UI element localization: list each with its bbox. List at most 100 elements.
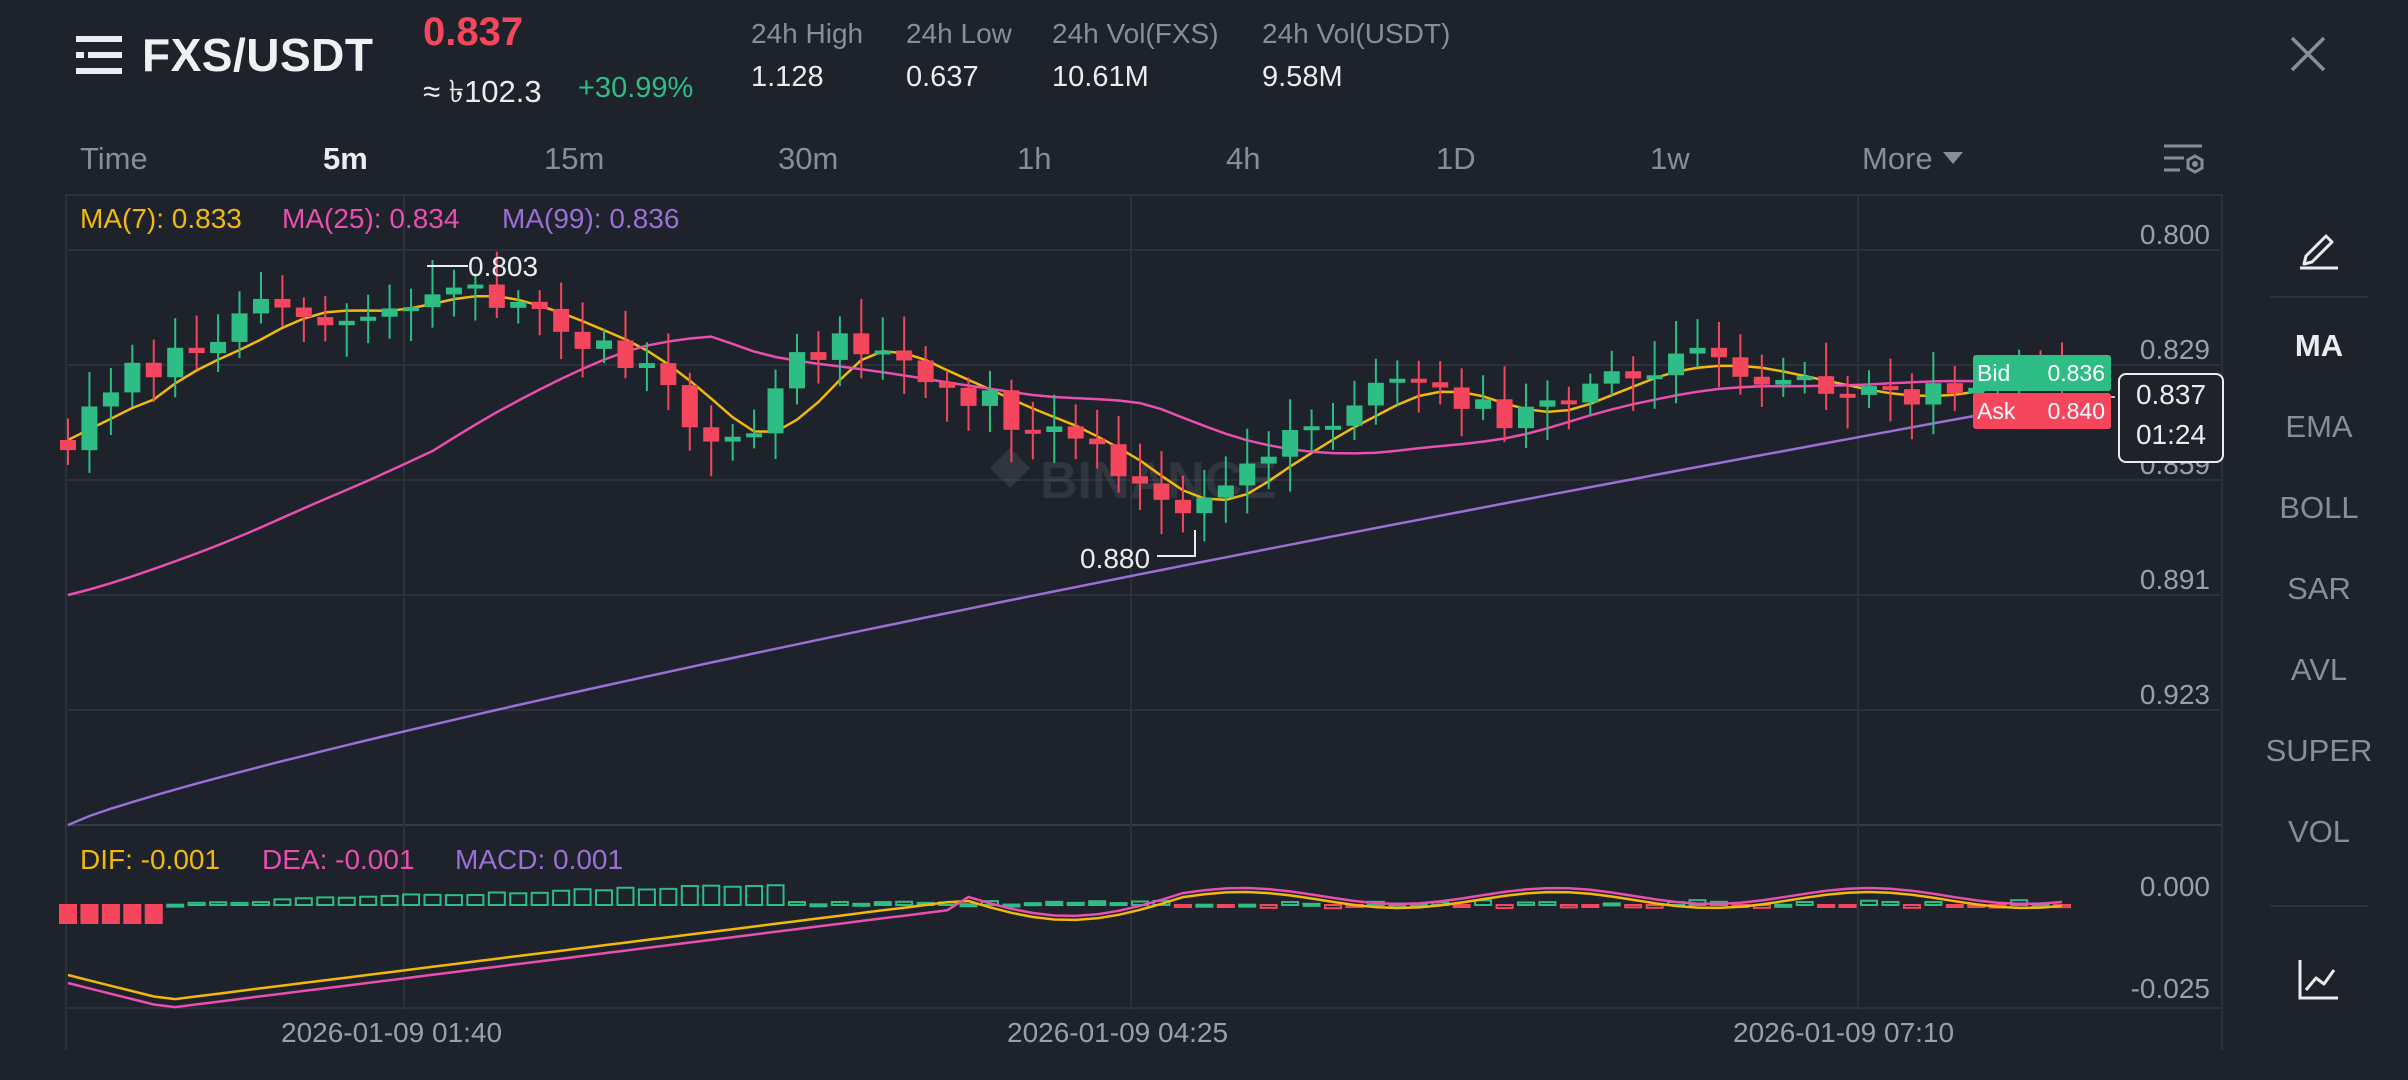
stat-24h-low-label: 24h Low bbox=[906, 18, 1012, 49]
candle-body bbox=[167, 347, 184, 378]
line-chart-icon[interactable] bbox=[2296, 958, 2340, 1002]
candle-body bbox=[981, 390, 998, 406]
candle-body bbox=[1132, 476, 1149, 484]
tab-5m[interactable]: 5m bbox=[323, 141, 368, 176]
price-change-percent: +30.99% bbox=[578, 72, 694, 104]
tab-1w[interactable]: 1w bbox=[1650, 141, 1690, 176]
candle-body bbox=[1946, 383, 1963, 394]
candle-body bbox=[1453, 387, 1470, 409]
macd-bar bbox=[444, 894, 463, 907]
candle-body bbox=[295, 307, 312, 318]
bid-price-tag: Bid 0.836 bbox=[1973, 355, 2111, 391]
macd-bar bbox=[595, 889, 614, 906]
candle-body bbox=[1818, 376, 1835, 394]
candle-body bbox=[1839, 393, 1856, 398]
high-marker-line bbox=[427, 265, 468, 267]
macd-bar bbox=[1066, 901, 1085, 906]
candle-body bbox=[1753, 376, 1770, 385]
candle-body bbox=[1346, 405, 1363, 426]
candle-body bbox=[424, 294, 441, 308]
candle-countdown: 01:24 bbox=[2135, 419, 2207, 450]
indicator-boll[interactable]: BOLL bbox=[2279, 490, 2359, 525]
indicator-avl[interactable]: AVL bbox=[2290, 652, 2348, 687]
time-tick: 2026-01-09 01:40 bbox=[281, 1017, 503, 1048]
macd-bar bbox=[1216, 904, 1235, 908]
watermark-text: BINANCE bbox=[1040, 452, 1277, 510]
macd-bar bbox=[1238, 903, 1257, 908]
candle-body bbox=[445, 287, 462, 295]
tab-15m[interactable]: 15m bbox=[544, 141, 605, 176]
indicator-super[interactable]: SUPER bbox=[2265, 733, 2373, 768]
candle-body bbox=[1110, 444, 1127, 477]
indicator-sar[interactable]: SAR bbox=[2287, 571, 2351, 606]
approx-fiat-value: ≈ ৳102.3 bbox=[423, 74, 542, 109]
macd-bar bbox=[895, 900, 914, 907]
candle-body bbox=[788, 352, 805, 389]
dif-line bbox=[67, 890, 2063, 1001]
candle-body bbox=[960, 387, 977, 406]
more-intervals-dropdown[interactable]: More bbox=[1862, 141, 1963, 177]
macd-bar bbox=[1860, 899, 1879, 906]
candle-body bbox=[1432, 382, 1449, 388]
time-tick: 2026-01-09 04:25 bbox=[1007, 1017, 1229, 1048]
candle-body bbox=[188, 347, 205, 354]
candle-body bbox=[596, 340, 613, 349]
ask-label: Ask bbox=[1977, 398, 2016, 424]
macd-bar bbox=[830, 900, 849, 906]
panel-divider bbox=[2270, 905, 2368, 907]
indicator-ema[interactable]: EMA bbox=[2285, 409, 2353, 444]
stat-24h-low-value: 0.637 bbox=[906, 61, 979, 93]
candle-body bbox=[1046, 426, 1063, 433]
panel-divider bbox=[2270, 296, 2368, 298]
candle-body bbox=[617, 340, 634, 369]
ma7-legend: MA(7): 0.833 bbox=[80, 203, 242, 234]
macd-legend: MACD: 0.001 bbox=[455, 844, 624, 875]
stat-24h-vol-base-value: 10.61M bbox=[1052, 61, 1149, 93]
candle-body bbox=[746, 433, 763, 438]
candle-body bbox=[1003, 390, 1020, 430]
dea-legend: DEA: -0.001 bbox=[262, 844, 415, 875]
pair-title[interactable]: FXS/USDT bbox=[142, 29, 374, 81]
candle-body bbox=[1796, 376, 1813, 381]
pencil-icon[interactable] bbox=[2296, 224, 2342, 270]
close-icon[interactable] bbox=[2288, 34, 2328, 74]
macd-bar bbox=[294, 897, 313, 907]
macd-bar bbox=[573, 888, 592, 906]
macd-tick: 0.000 bbox=[2139, 871, 2210, 902]
ma99-legend: MA(99): 0.836 bbox=[502, 203, 680, 234]
candle-body bbox=[1861, 386, 1878, 395]
indicator-ma[interactable]: MA bbox=[2294, 328, 2344, 363]
candle-body bbox=[917, 360, 934, 383]
macd-bar bbox=[1881, 900, 1900, 907]
macd-bar bbox=[852, 902, 871, 907]
tab-1d[interactable]: 1D bbox=[1436, 141, 1476, 176]
candle-body bbox=[831, 333, 848, 360]
candle-body bbox=[1089, 438, 1106, 445]
macd-bar bbox=[380, 894, 399, 907]
candle-body bbox=[939, 382, 956, 388]
candle-body bbox=[1689, 347, 1706, 354]
price-tick: 0.829 bbox=[2139, 334, 2210, 365]
last-price: 0.837 bbox=[423, 10, 524, 54]
tab-30m[interactable]: 30m bbox=[778, 141, 839, 176]
chart-settings-icon[interactable] bbox=[2162, 140, 2206, 180]
macd-bar bbox=[552, 889, 571, 907]
candle-body bbox=[1196, 497, 1213, 514]
candle-body bbox=[360, 316, 377, 321]
tab-time[interactable]: Time bbox=[80, 141, 148, 176]
candle-body bbox=[1539, 400, 1556, 407]
candle-body bbox=[1582, 383, 1599, 403]
tab-4h[interactable]: 4h bbox=[1226, 141, 1261, 176]
tab-1h[interactable]: 1h bbox=[1017, 141, 1052, 176]
current-price-tag[interactable]: 0.837 01:24 bbox=[2118, 373, 2224, 463]
macd-bar bbox=[402, 893, 421, 906]
candle-body bbox=[1603, 371, 1620, 384]
price-tick: 0.800 bbox=[2139, 219, 2210, 250]
candle-body bbox=[1903, 389, 1920, 405]
candle-body bbox=[1732, 357, 1749, 377]
candle-body bbox=[1239, 463, 1256, 486]
indicator-vol[interactable]: VOL bbox=[2287, 814, 2351, 849]
menu-icon[interactable] bbox=[76, 34, 122, 76]
macd-bar bbox=[1945, 904, 1964, 908]
